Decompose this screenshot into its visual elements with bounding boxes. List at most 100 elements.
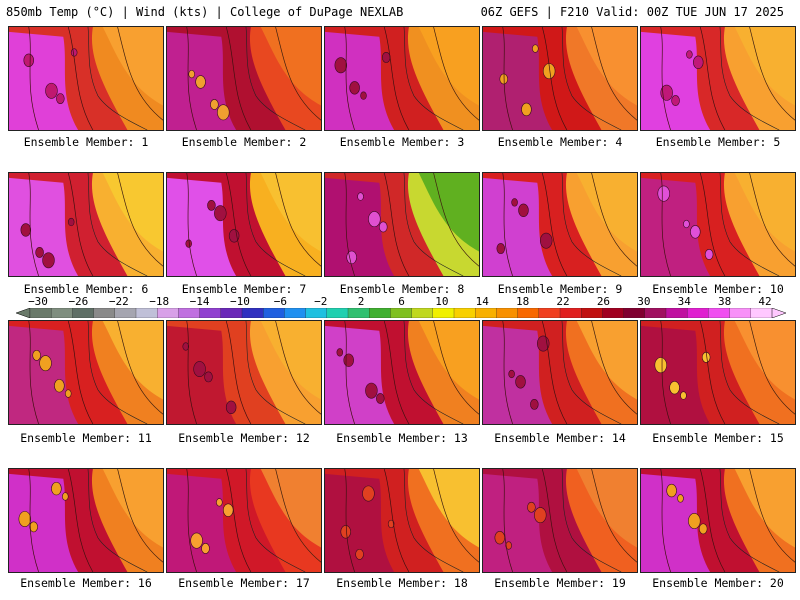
ensemble-member-map [8,468,164,573]
ensemble-member-label: Ensemble Member: 11 [20,431,152,445]
temperature-field [9,469,163,572]
ensemble-member-label: Ensemble Member: 7 [181,282,307,296]
header: 850mb Temp (°C) | Wind (kts) | College o… [0,0,800,24]
colorbar-swatch [475,308,497,318]
ensemble-member-label: Ensemble Member: 19 [494,576,626,590]
ensemble-member-map [8,172,164,277]
colorbar-swatch [687,308,709,318]
colorbar-swatch [220,308,243,318]
ensemble-member-label: Ensemble Member: 9 [497,282,623,296]
run-valid-time: 06Z GEFS | F210 Valid: 00Z TUE JUN 17 20… [480,5,784,19]
colorbar-tick-label: 22 [556,295,570,308]
colorbar-swatch [51,308,73,318]
colorbar-swatch [114,308,137,318]
ensemble-member-map [640,468,796,573]
temperature-field [167,173,321,276]
colorbar-swatch [284,308,307,318]
colorbar-tick-label: −6 [273,295,287,308]
ensemble-member-label: Ensemble Member: 16 [20,576,152,590]
ensemble-member-label: Ensemble Member: 2 [181,135,307,149]
colorbar-swatch [390,308,413,318]
colorbar-tick-label: 10 [435,295,449,308]
colorbar-tick-label: 6 [398,295,405,308]
colorbar-swatch [708,308,731,318]
colorbar-swatch [644,308,667,318]
temperature-field [483,321,637,424]
colorbar-swatch [72,308,95,318]
ensemble-member-label: Ensemble Member: 4 [497,135,623,149]
ensemble-member-label: Ensemble Member: 13 [336,431,468,445]
colorbar-swatch [665,308,688,318]
colorbar-swatch [538,308,561,318]
colorbar-swatch [157,308,179,318]
temperature-field [9,27,163,130]
colorbar-swatch [29,308,52,318]
colorbar-swatch [453,308,476,318]
colorbar-tick-label: 30 [637,295,651,308]
temperature-field [483,27,637,130]
ensemble-member-label: Ensemble Member: 15 [652,431,784,445]
colorbar-swatch [199,308,222,318]
ensemble-member-map [482,26,638,131]
colorbar-tick-label: −10 [230,295,250,308]
colorbar-strip [15,308,787,318]
colorbar-swatch [729,308,752,318]
colorbar-swatch [241,308,264,318]
colorbar-low-arrow [15,308,31,318]
colorbar-tick-label: −30 [28,295,48,308]
colorbar-swatch [517,308,540,318]
ensemble-member-label: Ensemble Member: 17 [178,576,310,590]
colorbar-swatch [411,308,434,318]
ensemble-member-map [324,468,480,573]
colorbar-tick-label: −14 [189,295,210,308]
temperature-colorbar: −30 −26 −22 −18 −14 −10 −6 −2 2 6 10 14 18 22 26 30 34 38… [0,296,800,320]
colorbar-swatch [496,308,519,318]
ensemble-member-map [8,320,164,425]
ensemble-member-label: Ensemble Member: 14 [494,431,626,445]
ensemble-member-label: Ensemble Member: 8 [339,282,465,296]
colorbar-swatch [135,308,158,318]
ensemble-member-label: Ensemble Member: 10 [652,282,784,296]
colorbar-tick-label: 18 [516,295,530,308]
colorbar-swatch [178,308,201,318]
colorbar-tick-labels: −30 −26 −22 −18 −14 −10 −6 −2 2 6 10 14 18 22 26 30 34 38… [0,296,800,308]
colorbar-tick-label: −22 [108,295,129,308]
temperature-field [9,321,163,424]
temperature-field [641,321,795,424]
colorbar-tick-label: 14 [475,295,489,308]
colorbar-swatch [326,308,349,318]
colorbar-tick-label: 26 [596,295,611,308]
ensemble-member-map [482,172,638,277]
colorbar-swatch [750,308,773,318]
colorbar-swatch [263,308,285,318]
temperature-field [483,173,637,276]
colorbar-high-arrow [771,308,787,318]
temperature-field [641,469,795,572]
ensemble-member-label: Ensemble Member: 20 [652,576,784,590]
colorbar-swatch [602,308,625,318]
colorbar-swatch [347,308,370,318]
ensemble-member-map [8,26,164,131]
colorbar-swatch [93,308,116,318]
ensemble-member-label: Ensemble Member: 6 [23,282,149,296]
ensemble-member-map [640,26,796,131]
colorbar-tick-label: −26 [68,295,89,308]
ensemble-member-map [166,172,322,277]
ensemble-member-map [324,320,480,425]
colorbar-swatch [305,308,328,318]
ensemble-member-label: Ensemble Member: 12 [178,431,310,445]
temperature-field [9,173,163,276]
colorbar-swatch [369,308,391,318]
temperature-field [641,173,795,276]
temperature-field [167,469,321,572]
colorbar-swatch [623,308,646,318]
colorbar-swatch [432,308,455,318]
temperature-field [325,27,479,130]
colorbar-tick-label: 42 [758,295,772,308]
colorbar-tick-label: 34 [677,295,691,308]
temperature-field [167,27,321,130]
colorbar-tick-label: 38 [717,295,732,308]
ensemble-member-map [166,468,322,573]
ensemble-member-label: Ensemble Member: 1 [23,135,149,149]
colorbar-swatch [581,308,603,318]
